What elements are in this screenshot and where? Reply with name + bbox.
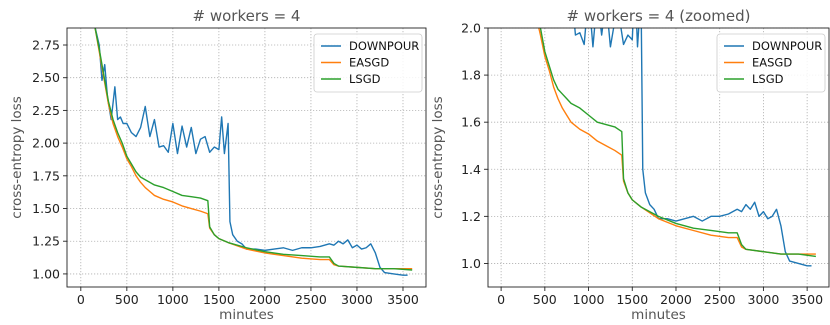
x-tick-label: 2500 — [704, 292, 736, 307]
legend-box — [716, 33, 826, 93]
legend: DOWNPOUR EASGD LSGD — [716, 33, 826, 93]
y-tick-label: 2.00 — [32, 136, 60, 151]
legend-box — [313, 33, 423, 93]
y-axis-label: cross-entropy loss — [430, 96, 446, 218]
x-tick-label: 0 — [497, 292, 505, 307]
legend-label-downpour: DOWNPOUR — [349, 39, 419, 53]
legend-label-downpour: DOWNPOUR — [752, 39, 822, 53]
x-axis-label: minutes — [219, 307, 274, 323]
chart-panel-1: 0 500 1000 1500 2000 2500 3000 3500 1.00 1.25 1.50… — [9, 7, 427, 323]
x-tick-label: 3000 — [748, 292, 780, 307]
series-line-easgd — [94, 28, 413, 270]
series-line-lsgd — [539, 28, 816, 258]
x-axis-label: minutes — [631, 307, 686, 323]
series-line-downpour — [94, 28, 408, 276]
series-group — [94, 28, 413, 276]
x-tick-label: 1500 — [203, 292, 235, 307]
legend-label-easgd: EASGD — [752, 56, 792, 70]
x-tick-label: 2000 — [249, 292, 281, 307]
x-tick-label: 3000 — [341, 292, 373, 307]
y-tick-label: 1.6 — [461, 115, 481, 130]
x-tick-label: 1500 — [616, 292, 648, 307]
y-tick-label: 1.4 — [461, 162, 481, 177]
y-tick-label: 1.75 — [32, 168, 60, 183]
legend: DOWNPOUR EASGD LSGD — [313, 33, 423, 93]
x-tick-label: 500 — [115, 292, 139, 307]
y-tick-label: 1.2 — [461, 209, 481, 224]
y-tick-label: 2.75 — [32, 38, 60, 53]
y-tick-label: 1.25 — [32, 234, 60, 249]
chart-title: # workers = 4 (zoomed) — [566, 7, 750, 25]
x-tick-label: 2500 — [295, 292, 327, 307]
x-tick-label: 500 — [533, 292, 557, 307]
series-line-easgd — [538, 28, 816, 255]
x-tick-label: 0 — [77, 292, 85, 307]
chart-title: # workers = 4 — [193, 7, 301, 25]
series-group — [538, 28, 816, 267]
y-tick-label: 2.25 — [32, 103, 60, 118]
y-tick-label: 1.50 — [32, 201, 60, 216]
axes-frame — [66, 27, 427, 288]
x-tick-label: 3500 — [791, 292, 823, 307]
y-tick-label: 2.50 — [32, 70, 60, 85]
y-tick-label: 1.0 — [461, 256, 481, 271]
legend-label-lsgd: LSGD — [349, 72, 381, 86]
x-tick-label: 1000 — [157, 292, 189, 307]
y-tick-label: 1.8 — [461, 68, 481, 83]
legend-label-easgd: EASGD — [349, 56, 389, 70]
series-line-lsgd — [94, 28, 413, 271]
x-tick-label: 1000 — [573, 292, 605, 307]
y-tick-label: 2.0 — [461, 21, 481, 36]
axes-frame — [487, 27, 830, 288]
x-tick-label: 2000 — [660, 292, 692, 307]
chart-panel-2: 0 500 1000 1500 2000 2500 3000 3500 1.0 1.2 1.4 1.6… — [430, 7, 830, 323]
y-tick-label: 1.00 — [32, 266, 60, 281]
x-tick-label: 3500 — [387, 292, 419, 307]
y-axis-label: cross-entropy loss — [9, 96, 25, 218]
series-line-downpour — [574, 28, 812, 267]
legend-label-lsgd: LSGD — [752, 72, 784, 86]
